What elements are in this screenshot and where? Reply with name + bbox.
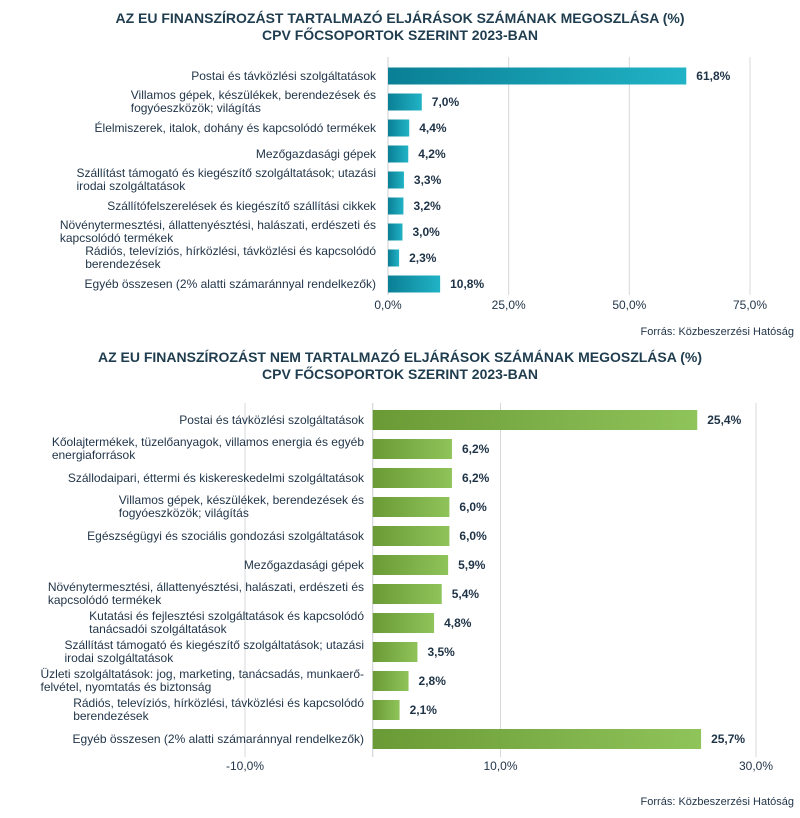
chart2-bar [372, 584, 442, 604]
chart2-value-label: 6,2% [462, 471, 490, 485]
chart2-value-label: 25,7% [711, 732, 745, 746]
chart1-value-label: 4,4% [419, 121, 447, 135]
chart2-value-label: 6,2% [462, 442, 490, 456]
chart1-value-label: 3,2% [413, 199, 441, 213]
chart2-category-label: Üzleti szolgáltatások: jog, marketing, t… [41, 667, 365, 694]
chart2-category-label: Postai és távközlési szolgáltatások [179, 413, 365, 427]
chart1-category-label: Növénytermesztési, állattenyésztési, hal… [60, 218, 376, 245]
chart2-value-label: 25,4% [707, 413, 741, 427]
chart1-tick-label: 0,0% [374, 298, 402, 312]
chart2-value-label: 6,0% [459, 529, 487, 543]
chart1-bar [388, 223, 403, 241]
chart1-category-label: Rádiós, televíziós, hírközlési, távközlé… [85, 244, 376, 271]
chart2-category-label: Villamos gépek, készülékek, berendezések… [119, 493, 364, 520]
chart2-plot: 25,4% Postai és távközlési szolgáltatások… [41, 403, 773, 773]
chart2-value-label: 3,5% [427, 645, 455, 659]
chart1-bar [388, 67, 687, 85]
chart2-source: Forrás: Közbeszerzési Hatóság [640, 796, 794, 808]
chart1-category-label: Postai és távközlési szolgáltatások [191, 69, 377, 83]
chart2-value-label: 4,8% [444, 616, 472, 630]
chart1-bar [388, 119, 410, 137]
chart1-category-label: Villamos gépek, készülékek, berendezések… [131, 88, 376, 115]
chart1-plot: 61,8% Postai és távközlési szolgáltatások… [60, 57, 767, 312]
chart2-bar [372, 555, 449, 575]
chart1-value-label: 4,2% [418, 147, 446, 161]
chart2-category-label: Kőolajtermékek, tüzelőanyagok, villamos … [52, 435, 365, 462]
chart2-subtitle-line: CPV FŐCSOPORTOK SZERINT 2023-BAN [262, 366, 538, 382]
chart2-category-label: Szállítást támogató és kiegészítő szolgá… [65, 638, 365, 665]
chart1-tick-label: 50,0% [612, 298, 646, 312]
chart2-bar [372, 700, 400, 720]
chart2-category-label: Növénytermesztési, állattenyésztési, hal… [48, 580, 364, 607]
chart2-category-label: Rádiós, televíziós, hírközlési, távközlé… [73, 696, 364, 723]
chart2-bar [372, 671, 409, 691]
chart1-bar [388, 93, 422, 111]
chart1-bar [388, 145, 409, 163]
chart2-category-label: Egyéb összesen (2% alatti számaránnyal r… [73, 732, 364, 746]
chart2-bar [372, 729, 702, 749]
chart1-category-label: Élelmiszerek, italok, dohány és kapcsoló… [95, 120, 377, 135]
chart1-category-label: Szállítófelszerelések és kiegészítő szál… [107, 199, 377, 213]
chart1-value-label: 3,0% [412, 225, 440, 239]
chart2-category-label: Mezőgazdasági gépek [244, 558, 365, 572]
chart2-bar [372, 642, 418, 662]
chart1-value-label: 61,8% [696, 69, 730, 83]
chart1-bar [388, 249, 400, 267]
chart2-tick-label: 30,0% [739, 759, 773, 773]
chart1-tick-label: 75,0% [733, 298, 767, 312]
chart1-value-label: 10,8% [450, 277, 484, 291]
chart2-bar [372, 410, 698, 430]
chart2-category-label: Egészségügyi és szociális gondozási szol… [87, 529, 365, 543]
chart2-value-label: 5,9% [458, 558, 486, 572]
chart2-title: AZ EU FINANSZÍROZÁST NEM TARTALMAZÓ ELJÁ… [0, 349, 800, 383]
chart1-title: AZ EU FINANSZÍROZÁST TARTALMAZÓ ELJÁRÁSO… [0, 10, 800, 44]
chart2-value-label: 2,1% [410, 703, 438, 717]
chart1-category-label: Szállítást támogató és kiegészítő szolgá… [77, 166, 377, 193]
chart2-value-label: 2,8% [419, 674, 447, 688]
chart1-title-line: AZ EU FINANSZÍROZÁST TARTALMAZÓ ELJÁRÁSO… [115, 10, 685, 26]
chart1-value-label: 2,3% [409, 251, 437, 265]
chart1-category-label: Mezőgazdasági gépek [256, 147, 377, 161]
chart2-tick-label: 10,0% [483, 759, 517, 773]
chart2-title-line: AZ EU FINANSZÍROZÁST NEM TARTALMAZÓ ELJÁ… [97, 349, 703, 365]
chart1-category-label: Egyéb összesen (2% alatti számaránnyal r… [85, 277, 376, 291]
chart2-bar [372, 439, 452, 459]
chart2-bar [372, 613, 435, 633]
chart1-source: Forrás: Közbeszerzési Hatóság [640, 326, 794, 338]
chart2-bar [372, 497, 450, 517]
chart2-value-label: 6,0% [459, 500, 487, 514]
chart2-bar [372, 526, 450, 546]
chart2-category-label: Szállodaipari, éttermi és kiskereskedelm… [68, 471, 365, 485]
chart1-value-label: 3,3% [414, 173, 442, 187]
chart1-subtitle-line: CPV FŐCSOPORTOK SZERINT 2023-BAN [262, 27, 538, 43]
chart2-value-label: 5,4% [452, 587, 480, 601]
chart1-tick-label: 25,0% [492, 298, 526, 312]
chart1-bar [388, 171, 404, 189]
chart2-bar [372, 468, 452, 488]
chart2-category-label: Kutatási és fejlesztési szolgáltatások é… [89, 609, 364, 636]
chart1-value-label: 7,0% [432, 95, 460, 109]
chart1-bar [388, 275, 441, 293]
chart2-tick-label: -10,0% [226, 759, 264, 773]
chart1-bar [388, 197, 404, 215]
